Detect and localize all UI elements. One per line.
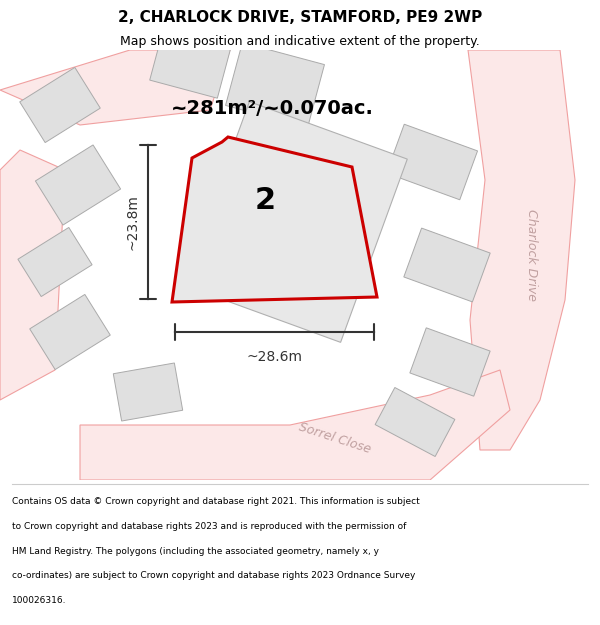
Text: Contains OS data © Crown copyright and database right 2021. This information is : Contains OS data © Crown copyright and d… (12, 498, 420, 506)
Polygon shape (30, 294, 110, 369)
Polygon shape (226, 42, 325, 127)
Text: ~28.6m: ~28.6m (247, 350, 302, 364)
Polygon shape (113, 363, 182, 421)
Polygon shape (410, 328, 490, 396)
Polygon shape (183, 102, 407, 342)
Polygon shape (468, 50, 575, 450)
Text: Sorrel Close: Sorrel Close (297, 420, 373, 456)
Text: to Crown copyright and database rights 2023 and is reproduced with the permissio: to Crown copyright and database rights 2… (12, 522, 406, 531)
Polygon shape (404, 228, 490, 302)
Polygon shape (172, 137, 377, 302)
Text: ~23.8m: ~23.8m (126, 194, 140, 250)
Polygon shape (35, 145, 121, 225)
Text: 100026316.: 100026316. (12, 596, 67, 605)
Text: ~281m²/~0.070ac.: ~281m²/~0.070ac. (170, 99, 373, 118)
Text: Map shows position and indicative extent of the property.: Map shows position and indicative extent… (120, 35, 480, 48)
Polygon shape (20, 68, 100, 142)
Text: HM Land Registry. The polygons (including the associated geometry, namely x, y: HM Land Registry. The polygons (includin… (12, 547, 379, 556)
Polygon shape (150, 32, 230, 98)
Polygon shape (375, 388, 455, 456)
Text: 2: 2 (254, 186, 276, 215)
Polygon shape (80, 370, 510, 480)
Polygon shape (0, 150, 65, 400)
Polygon shape (386, 124, 478, 200)
Polygon shape (0, 50, 230, 125)
Polygon shape (18, 228, 92, 296)
Text: co-ordinates) are subject to Crown copyright and database rights 2023 Ordnance S: co-ordinates) are subject to Crown copyr… (12, 571, 415, 581)
Text: Charlock Drive: Charlock Drive (526, 209, 539, 301)
Text: 2, CHARLOCK DRIVE, STAMFORD, PE9 2WP: 2, CHARLOCK DRIVE, STAMFORD, PE9 2WP (118, 10, 482, 25)
